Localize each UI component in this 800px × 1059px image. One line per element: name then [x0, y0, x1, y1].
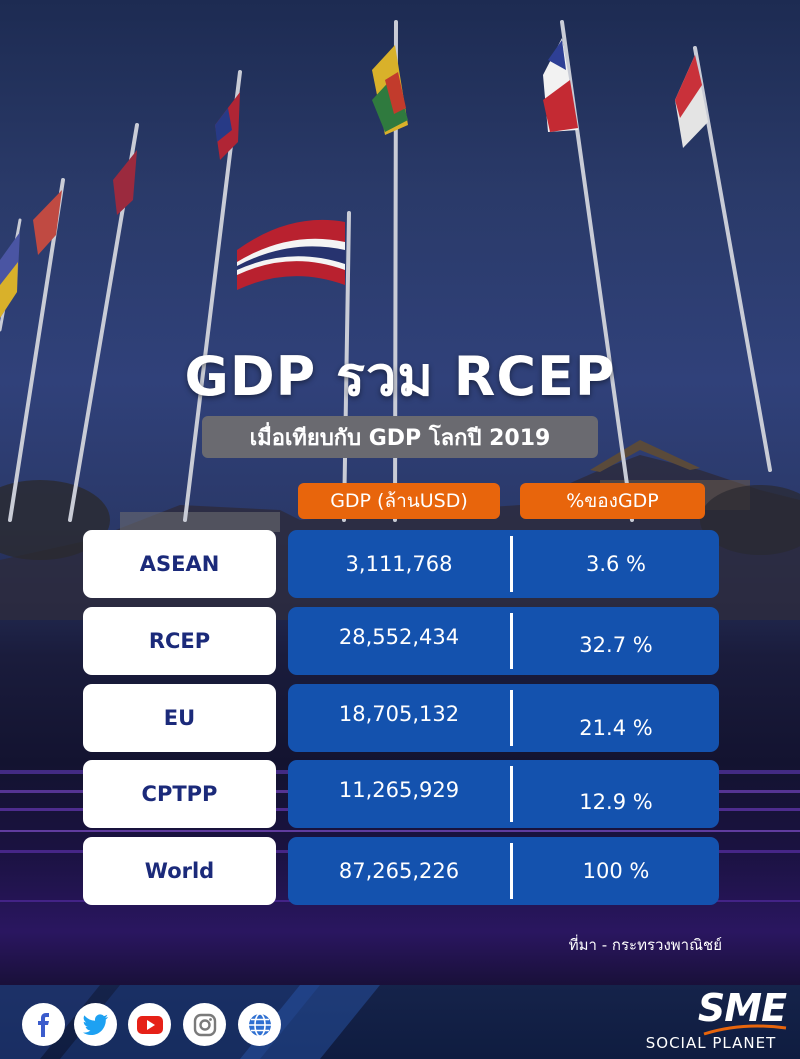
row-value-panel: 18,705,132 21.4 %	[288, 684, 719, 752]
row-value-panel: 3,111,768 3.6 %	[288, 530, 719, 598]
cell-divider	[510, 843, 513, 899]
cell-divider	[510, 690, 513, 746]
chart-subtitle: เมื่อเทียบกับ GDP โลกปี 2019	[202, 416, 598, 458]
row-value-panel: 87,265,226 100 %	[288, 837, 719, 905]
cell-gdp-value: 28,552,434	[338, 625, 460, 649]
brand-logo: SME	[697, 986, 787, 1030]
row-label: EU	[83, 684, 276, 752]
source-note: ที่มา - กระทรวงพาณิชย์	[568, 936, 722, 954]
brand-tagline: SOCIAL PLANET	[645, 1034, 777, 1052]
row-label: ASEAN	[83, 530, 276, 598]
row-label: CPTPP	[83, 760, 276, 828]
cell-gdp-value: 87,265,226	[338, 859, 460, 883]
column-header-gdp: GDP (ล้านUSD)	[298, 483, 500, 519]
row-label: World	[83, 837, 276, 905]
cell-gdp-value: 3,111,768	[345, 552, 453, 576]
instagram-icon[interactable]	[183, 1003, 226, 1046]
youtube-icon[interactable]	[128, 1003, 171, 1046]
facebook-icon[interactable]	[22, 1003, 65, 1046]
cell-percent-value: 12.9 %	[579, 790, 653, 814]
twitter-icon[interactable]	[74, 1003, 117, 1046]
row-value-panel: 11,265,929 12.9 %	[288, 760, 719, 828]
cell-divider	[510, 613, 513, 669]
cell-percent-value: 21.4 %	[579, 716, 653, 740]
cell-percent-value: 3.6 %	[585, 552, 647, 576]
column-header-percent: %ของGDP	[520, 483, 705, 519]
cell-divider	[510, 536, 513, 592]
globe-icon[interactable]	[238, 1003, 281, 1046]
row-label: RCEP	[83, 607, 276, 675]
cell-divider	[510, 766, 513, 822]
chart-title: GDP รวม RCEP	[184, 345, 616, 408]
brand-swoosh	[703, 1024, 787, 1036]
row-value-panel: 28,552,434 32.7 %	[288, 607, 719, 675]
cell-gdp-value: 11,265,929	[338, 778, 460, 802]
cell-percent-value: 32.7 %	[579, 633, 653, 657]
cell-percent-value: 100 %	[582, 859, 650, 883]
cell-gdp-value: 18,705,132	[338, 702, 460, 726]
